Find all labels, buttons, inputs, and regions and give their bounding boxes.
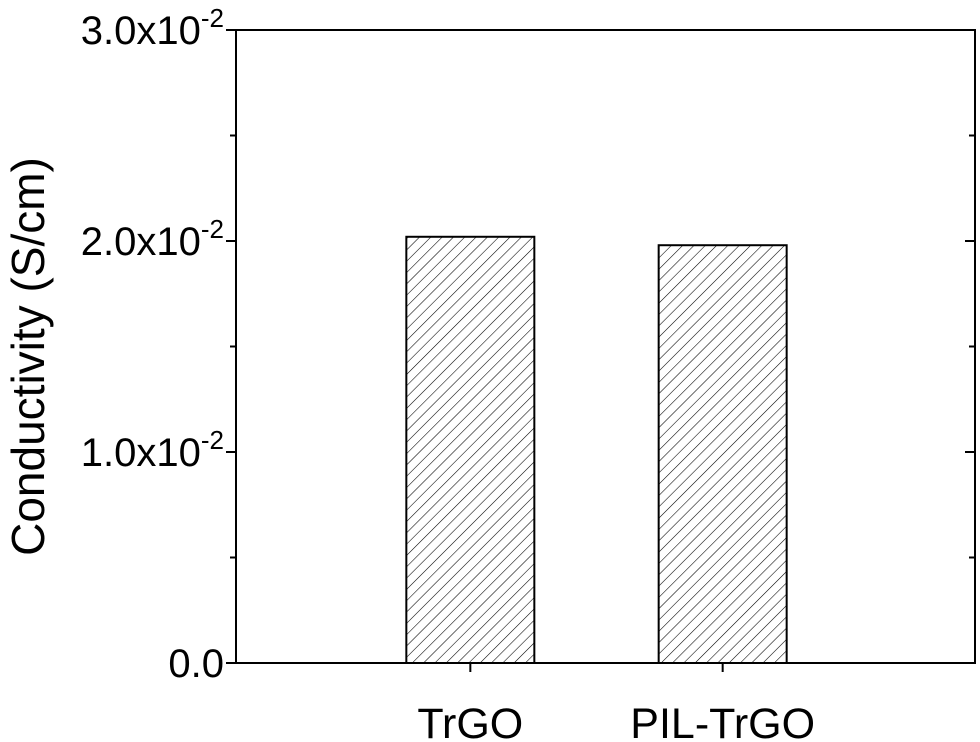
x-tick-label-pil-trgo: PIL-TrGO (630, 700, 815, 742)
y-tick-label-mantissa: 0.0 (168, 642, 224, 686)
y-tick-label: 3.0x10-2 (81, 3, 224, 53)
y-tick-label: 0.0 (168, 642, 224, 686)
y-tick-label: 1.0x10-2 (81, 425, 224, 475)
x-tick-label-trgo: TrGO (417, 700, 523, 742)
y-axis-title: Conductivity (S/cm) (2, 157, 54, 556)
y-tick-label-exponent: -2 (201, 3, 224, 33)
plot-frame (235, 29, 976, 664)
y-tick-label-mantissa: 3.0x10 (81, 9, 201, 53)
bar-trgo (405, 235, 536, 664)
y-tick-label-mantissa: 2.0x10 (81, 220, 201, 264)
y-tick-label: 2.0x10-2 (81, 214, 224, 264)
y-tick-label-exponent: -2 (201, 214, 224, 244)
bar-pil-trgo (657, 244, 788, 664)
y-tick-label-mantissa: 1.0x10 (81, 431, 201, 475)
y-tick-label-exponent: -2 (201, 425, 224, 455)
